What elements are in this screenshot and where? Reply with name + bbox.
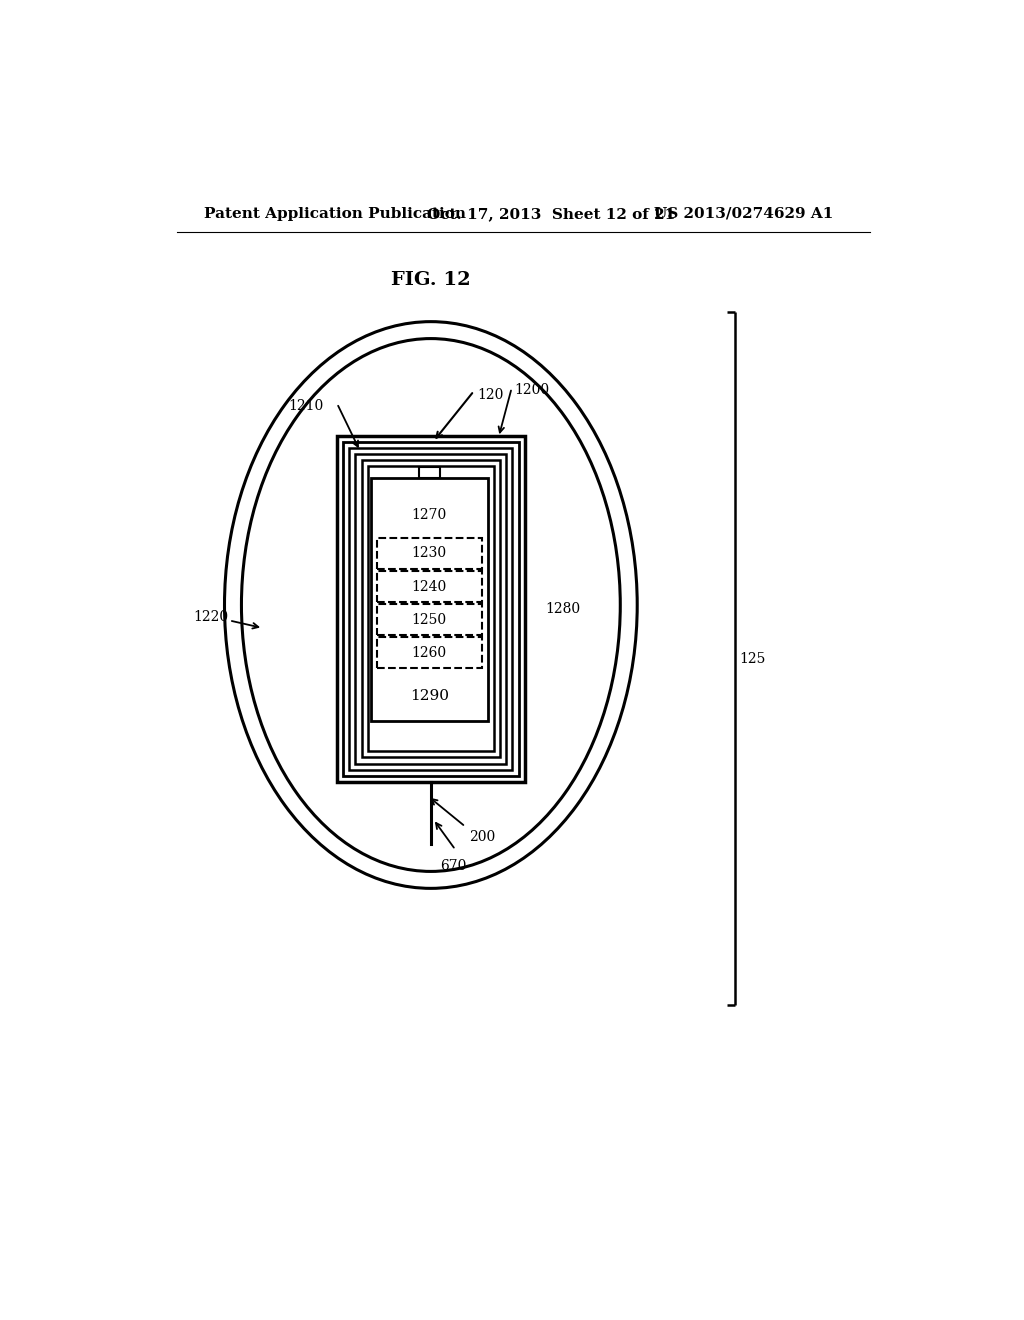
Bar [343, 442, 518, 776]
Text: 1270: 1270 [412, 508, 446, 521]
Bar [377, 605, 481, 635]
Text: 1220: 1220 [194, 610, 228, 624]
Text: 670: 670 [440, 859, 467, 873]
Bar [377, 572, 481, 602]
Bar [355, 454, 506, 763]
Bar [337, 436, 524, 781]
Bar [377, 638, 481, 668]
Text: 1280: 1280 [545, 602, 580, 616]
Bar [368, 466, 494, 751]
Text: 1250: 1250 [412, 612, 446, 627]
Bar [361, 461, 500, 758]
Text: FIG. 12: FIG. 12 [391, 271, 471, 289]
Bar [419, 467, 440, 478]
Bar [349, 447, 512, 770]
Bar [371, 478, 487, 721]
Bar [349, 447, 512, 770]
Text: 1230: 1230 [412, 546, 446, 561]
Text: 1200: 1200 [514, 383, 549, 397]
Bar [343, 442, 518, 776]
Text: Patent Application Publication: Patent Application Publication [204, 207, 466, 220]
Text: 1290: 1290 [410, 689, 449, 702]
Bar [361, 461, 500, 758]
Bar [337, 436, 524, 781]
Ellipse shape [242, 339, 621, 871]
Bar [377, 539, 481, 569]
Text: 1210: 1210 [289, 399, 324, 413]
Text: 200: 200 [469, 830, 496, 843]
Text: 125: 125 [739, 652, 766, 665]
Text: 120: 120 [477, 388, 504, 401]
Text: US 2013/0274629 A1: US 2013/0274629 A1 [654, 207, 834, 220]
Bar [368, 466, 494, 751]
Text: 1240: 1240 [412, 579, 446, 594]
Text: Oct. 17, 2013  Sheet 12 of 21: Oct. 17, 2013 Sheet 12 of 21 [427, 207, 675, 220]
Text: 1260: 1260 [412, 645, 446, 660]
Bar [355, 454, 506, 763]
